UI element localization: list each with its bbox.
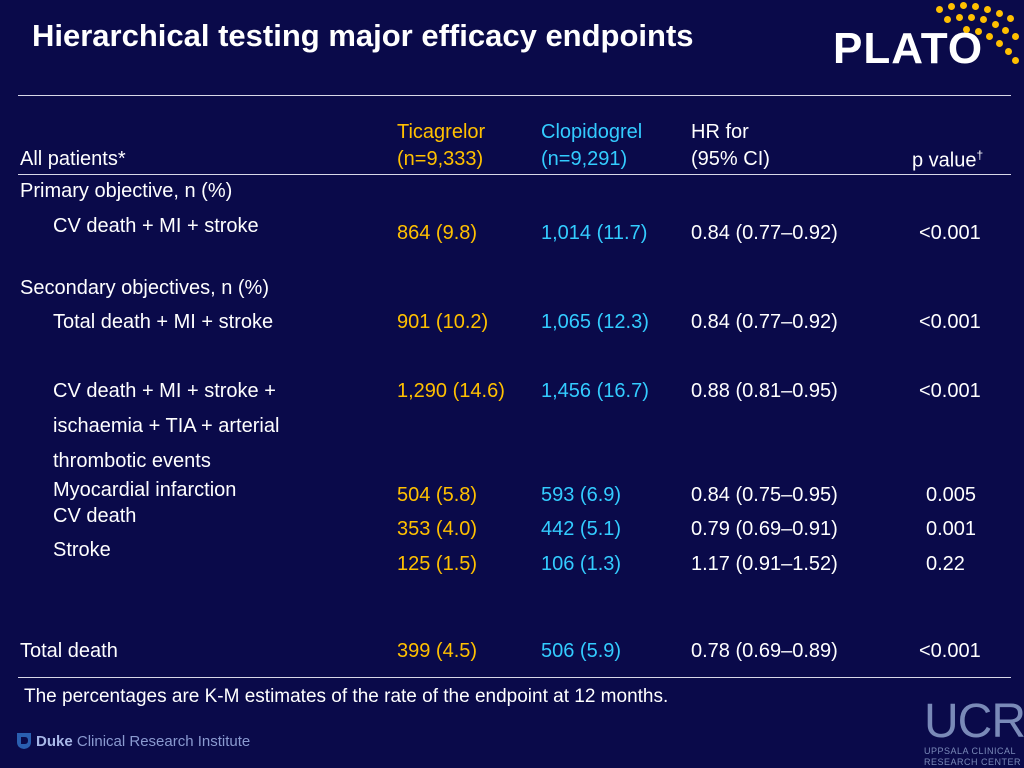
row-p: 0.001 [926, 518, 977, 540]
table-bottom-divider [18, 677, 1011, 678]
duke-shield-icon [17, 733, 31, 749]
header-ticagrelor: Ticagrelor [397, 121, 486, 143]
header-clopidogrel-n: (n=9,291) [541, 148, 628, 170]
ucr-line1: UPPSALA CLINICAL [924, 746, 1017, 756]
row-clopidogrel: 1,456 (16.7) [541, 380, 649, 402]
row-label: Total death + MI + stroke [53, 311, 274, 333]
row-hr: 0.88 (0.81–0.95) [691, 380, 838, 402]
header-divider [18, 174, 1011, 175]
duke-brand: Duke [36, 733, 73, 750]
row-clopidogrel: 442 (5.1) [541, 518, 622, 540]
row-p: <0.001 [919, 311, 981, 333]
ucr-logo: UCR [924, 695, 1024, 748]
row-hr: 0.84 (0.75–0.95) [691, 484, 838, 506]
row-hr: 0.84 (0.77–0.92) [691, 311, 838, 333]
slide-title: Hierarchical testing major efficacy endp… [32, 18, 694, 53]
row-label-line: thrombotic events [53, 450, 211, 472]
section-primary: Primary objective, n (%) [20, 180, 233, 202]
header-p-value: p value† [912, 148, 984, 172]
row-hr: 0.79 (0.69–0.91) [691, 518, 838, 540]
section-secondary: Secondary objectives, n (%) [20, 277, 270, 299]
row-ticagrelor: 1,290 (14.6) [397, 380, 505, 402]
header-hr: HR for [691, 121, 749, 143]
duke-logo: Duke Clinical Research Institute [16, 732, 250, 750]
row-label: Stroke [53, 539, 111, 561]
row-label: Myocardial infarction [53, 479, 237, 501]
row-p: <0.001 [919, 640, 981, 662]
header-ci: (95% CI) [691, 148, 770, 170]
row-p: <0.001 [919, 380, 981, 402]
row-label-line: CV death + MI + stroke + [53, 380, 276, 402]
header-p-dagger: † [976, 148, 984, 162]
row-hr: 0.84 (0.77–0.92) [691, 222, 838, 244]
row-p: 0.005 [926, 484, 977, 506]
row-ticagrelor: 864 (9.8) [397, 222, 478, 244]
header-ticagrelor-n: (n=9,333) [397, 148, 484, 170]
row-ticagrelor: 504 (5.8) [397, 484, 478, 506]
duke-rest: Clinical Research Institute [72, 733, 251, 750]
footnote: The percentages are K-M estimates of the… [24, 686, 669, 707]
row-hr: 1.17 (0.91–1.52) [691, 553, 838, 575]
row-ticagrelor: 353 (4.0) [397, 518, 478, 540]
row-ticagrelor: 399 (4.5) [397, 640, 478, 662]
row-label: CV death [53, 505, 137, 527]
row-clopidogrel: 506 (5.9) [541, 640, 622, 662]
row-clopidogrel: 1,014 (11.7) [541, 222, 648, 244]
ucr-line2: RESEARCH CENTER [924, 757, 1022, 767]
row-hr: 0.78 (0.69–0.89) [691, 640, 838, 662]
row-p: 0.22 [926, 553, 965, 575]
row-clopidogrel: 1,065 (12.3) [541, 311, 649, 333]
title-divider [18, 95, 1011, 96]
row-ticagrelor: 125 (1.5) [397, 553, 478, 575]
row-p: <0.001 [919, 222, 981, 244]
row-clopidogrel: 106 (1.3) [541, 553, 622, 575]
row-label: CV death + MI + stroke [53, 215, 259, 237]
row-clopidogrel: 593 (6.9) [541, 484, 622, 506]
row-label-line: ischaemia + TIA + arterial [53, 415, 280, 437]
plato-logo-text: PLATO [833, 24, 984, 73]
header-all-patients: All patients* [20, 148, 126, 170]
row-ticagrelor: 901 (10.2) [397, 311, 489, 333]
header-clopidogrel: Clopidogrel [541, 121, 643, 143]
row-label: Total death [20, 640, 118, 662]
